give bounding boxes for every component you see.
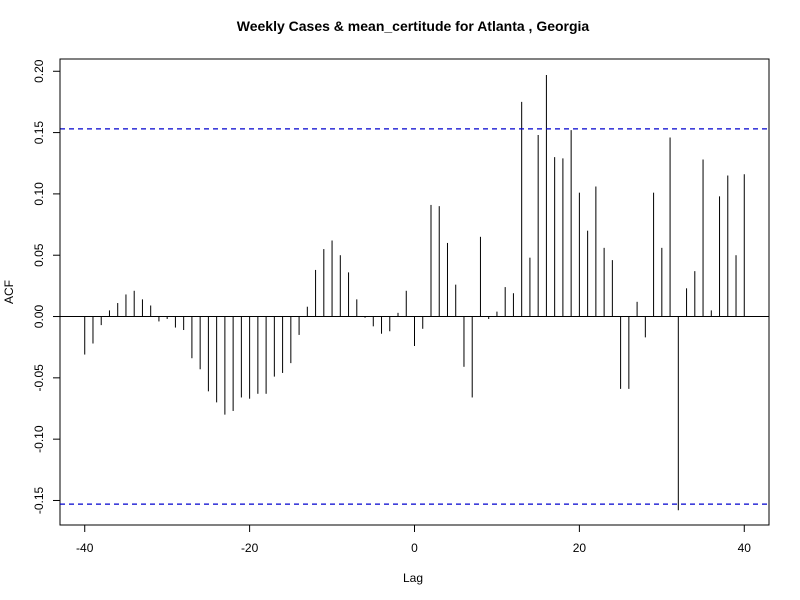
x-tick-label: -20 [241, 541, 259, 555]
y-tick-label: -0.10 [32, 425, 46, 453]
x-axis: -40 -20 0 20 40 [76, 524, 752, 555]
y-axis: -0.15 -0.10 -0.05 0.00 0.05 0.10 0.15 0.20 [32, 59, 61, 514]
x-tick-label: 40 [738, 541, 752, 555]
x-axis-label: Lag [403, 571, 423, 585]
x-tick-label: 0 [411, 541, 418, 555]
y-tick-label: 0.20 [32, 59, 46, 83]
y-tick-label: -0.15 [32, 486, 46, 514]
x-tick-label: -40 [76, 541, 94, 555]
confidence-bounds [60, 128, 769, 505]
y-axis-label: ACF [2, 280, 16, 304]
y-tick-label: 0.00 [32, 305, 46, 329]
chart-title: Weekly Cases & mean_certitude for Atlant… [237, 18, 590, 34]
acf-bars [84, 74, 745, 511]
y-tick-label: 0.15 [32, 121, 46, 145]
x-tick-label: 20 [573, 541, 587, 555]
y-tick-label: 0.05 [32, 243, 46, 267]
y-tick-label: -0.05 [32, 364, 46, 392]
y-tick-label: 0.10 [32, 182, 46, 206]
